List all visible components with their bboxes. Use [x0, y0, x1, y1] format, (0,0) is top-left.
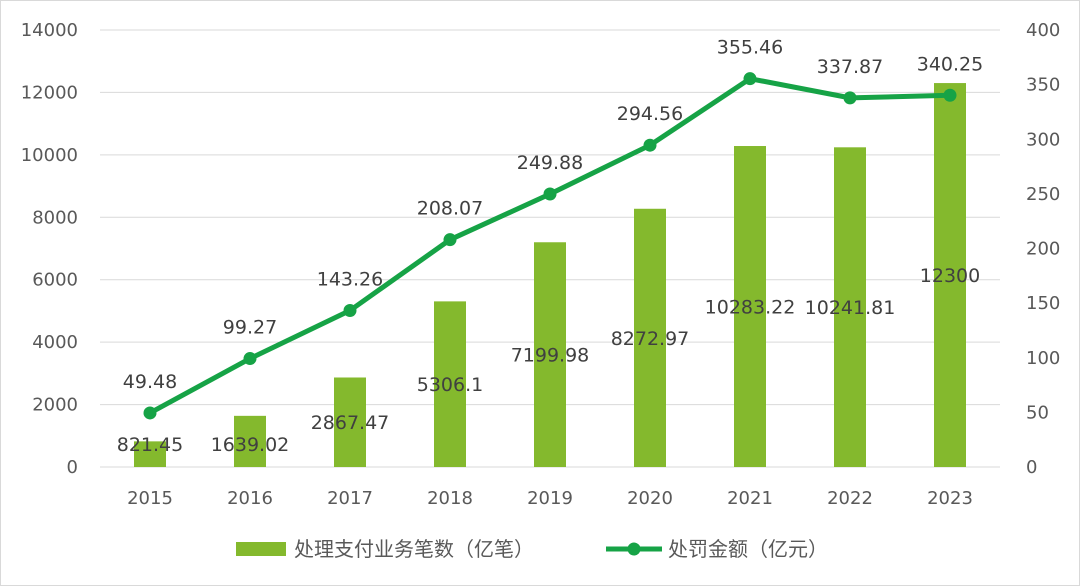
bar-series — [134, 83, 966, 468]
line-point-2016 — [243, 352, 257, 366]
legend-line-label: 处罚金额（亿元） — [668, 537, 828, 561]
line-point-2023 — [943, 88, 957, 102]
bar-2015 — [134, 441, 166, 467]
y-right-tick-label: 400 — [1026, 20, 1060, 41]
legend-line-marker — [627, 542, 641, 556]
y-left-tick-label: 6000 — [32, 270, 78, 291]
y-right-tick-label: 100 — [1026, 348, 1060, 369]
y-left-tick-label: 12000 — [21, 82, 78, 103]
x-tick-label: 2015 — [127, 488, 173, 509]
line-point-2022 — [843, 91, 857, 105]
legend-bar-swatch — [236, 542, 286, 556]
x-tick-label: 2017 — [327, 488, 373, 509]
y-left-tick-label: 14000 — [21, 20, 78, 41]
line-value-label: 143.26 — [317, 268, 383, 290]
bar-value-label: 7199.98 — [511, 345, 590, 367]
bar-value-label: 2867.47 — [311, 412, 390, 434]
bar-2023 — [934, 83, 966, 468]
bar-value-label: 821.45 — [117, 434, 183, 456]
y-left-tick-label: 4000 — [32, 332, 78, 353]
x-tick-label: 2021 — [727, 488, 773, 509]
x-tick-label: 2016 — [227, 488, 273, 509]
x-tick-label: 2020 — [627, 488, 673, 509]
line-point-2017 — [343, 303, 357, 317]
x-tick-label: 2022 — [827, 488, 873, 509]
line-value-label: 355.46 — [717, 37, 783, 59]
data-labels: 821.45 1639.02 2867.47 5306.1 7199.98 8272.97… — [117, 37, 983, 456]
line-value-label: 249.88 — [517, 152, 583, 174]
line-point-2019 — [543, 187, 557, 201]
line-point-2020 — [643, 138, 657, 152]
y-right-tick-label: 300 — [1026, 129, 1060, 150]
bar-value-label: 5306.1 — [417, 374, 483, 396]
bar-2018 — [434, 301, 466, 467]
line-point-2021 — [743, 72, 757, 86]
bar-2017 — [334, 377, 366, 467]
bar-value-label: 1639.02 — [211, 434, 290, 456]
line-series — [143, 72, 957, 420]
y-right-tick-label: 0 — [1026, 457, 1037, 478]
line-value-label: 294.56 — [617, 103, 683, 125]
bar-2020 — [634, 208, 666, 468]
bar-2022 — [834, 147, 866, 468]
x-tick-label: 2018 — [427, 488, 473, 509]
y-right-tick-label: 200 — [1026, 239, 1060, 260]
line-value-label: 99.27 — [223, 317, 277, 339]
y-axis-right: 0 50 100 150 200 250 300 350 400 — [1026, 20, 1060, 478]
bar-value-label: 10283.22 — [705, 297, 796, 319]
bar-2016 — [234, 415, 266, 467]
y-left-tick-label: 0 — [67, 457, 78, 478]
x-tick-label: 2019 — [527, 488, 573, 509]
y-axis-left: 0 2000 4000 6000 8000 10000 12000 14000 — [21, 20, 78, 478]
x-axis: 2015 2016 2017 2018 2019 2020 2021 2022 2023 — [127, 488, 973, 509]
line-value-label: 208.07 — [417, 198, 483, 220]
legend: 处理支付业务笔数（亿笔） 处罚金额（亿元） — [236, 537, 828, 561]
bar-value-label: 10241.81 — [805, 297, 896, 319]
line-point-2018 — [443, 233, 457, 247]
y-left-tick-label: 10000 — [21, 145, 78, 166]
y-left-tick-label: 8000 — [32, 207, 78, 228]
legend-bar-label: 处理支付业务笔数（亿笔） — [294, 537, 534, 561]
x-tick-label: 2023 — [927, 488, 973, 509]
bar-2021 — [734, 146, 766, 467]
bar-value-label: 12300 — [920, 265, 980, 287]
line-point-2015 — [143, 406, 157, 420]
y-left-tick-label: 2000 — [32, 395, 78, 416]
y-right-tick-label: 50 — [1026, 402, 1049, 423]
line-value-label: 49.48 — [123, 371, 177, 393]
bar-value-label: 8272.97 — [611, 328, 690, 350]
line-value-label: 340.25 — [917, 53, 983, 75]
y-right-tick-label: 250 — [1026, 184, 1060, 205]
line-value-label: 337.87 — [817, 56, 883, 78]
y-right-tick-label: 350 — [1026, 75, 1060, 96]
bar-2019 — [534, 242, 566, 467]
y-right-tick-label: 150 — [1026, 293, 1060, 314]
